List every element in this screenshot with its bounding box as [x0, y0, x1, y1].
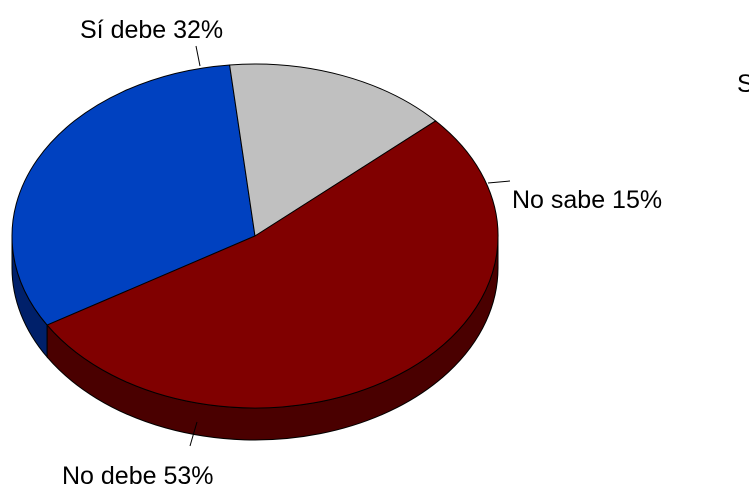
pie-slices [11, 63, 499, 409]
leader-si-debe [195, 45, 201, 67]
slice-label-no-sabe: No sabe 15% [512, 186, 662, 214]
leader-no-debe [189, 421, 198, 447]
leader-no-sabe [487, 180, 511, 184]
label-leaders [189, 45, 511, 447]
slice-no-debe [46, 120, 499, 409]
slice-si-debe [11, 64, 256, 326]
slice-label-no-debe: No debe 53% [62, 462, 214, 490]
slice-label-si-debe: Sí debe 32% [80, 16, 223, 44]
slice-no-sabe [229, 63, 437, 237]
clipped-title-fragment: S [737, 70, 749, 98]
